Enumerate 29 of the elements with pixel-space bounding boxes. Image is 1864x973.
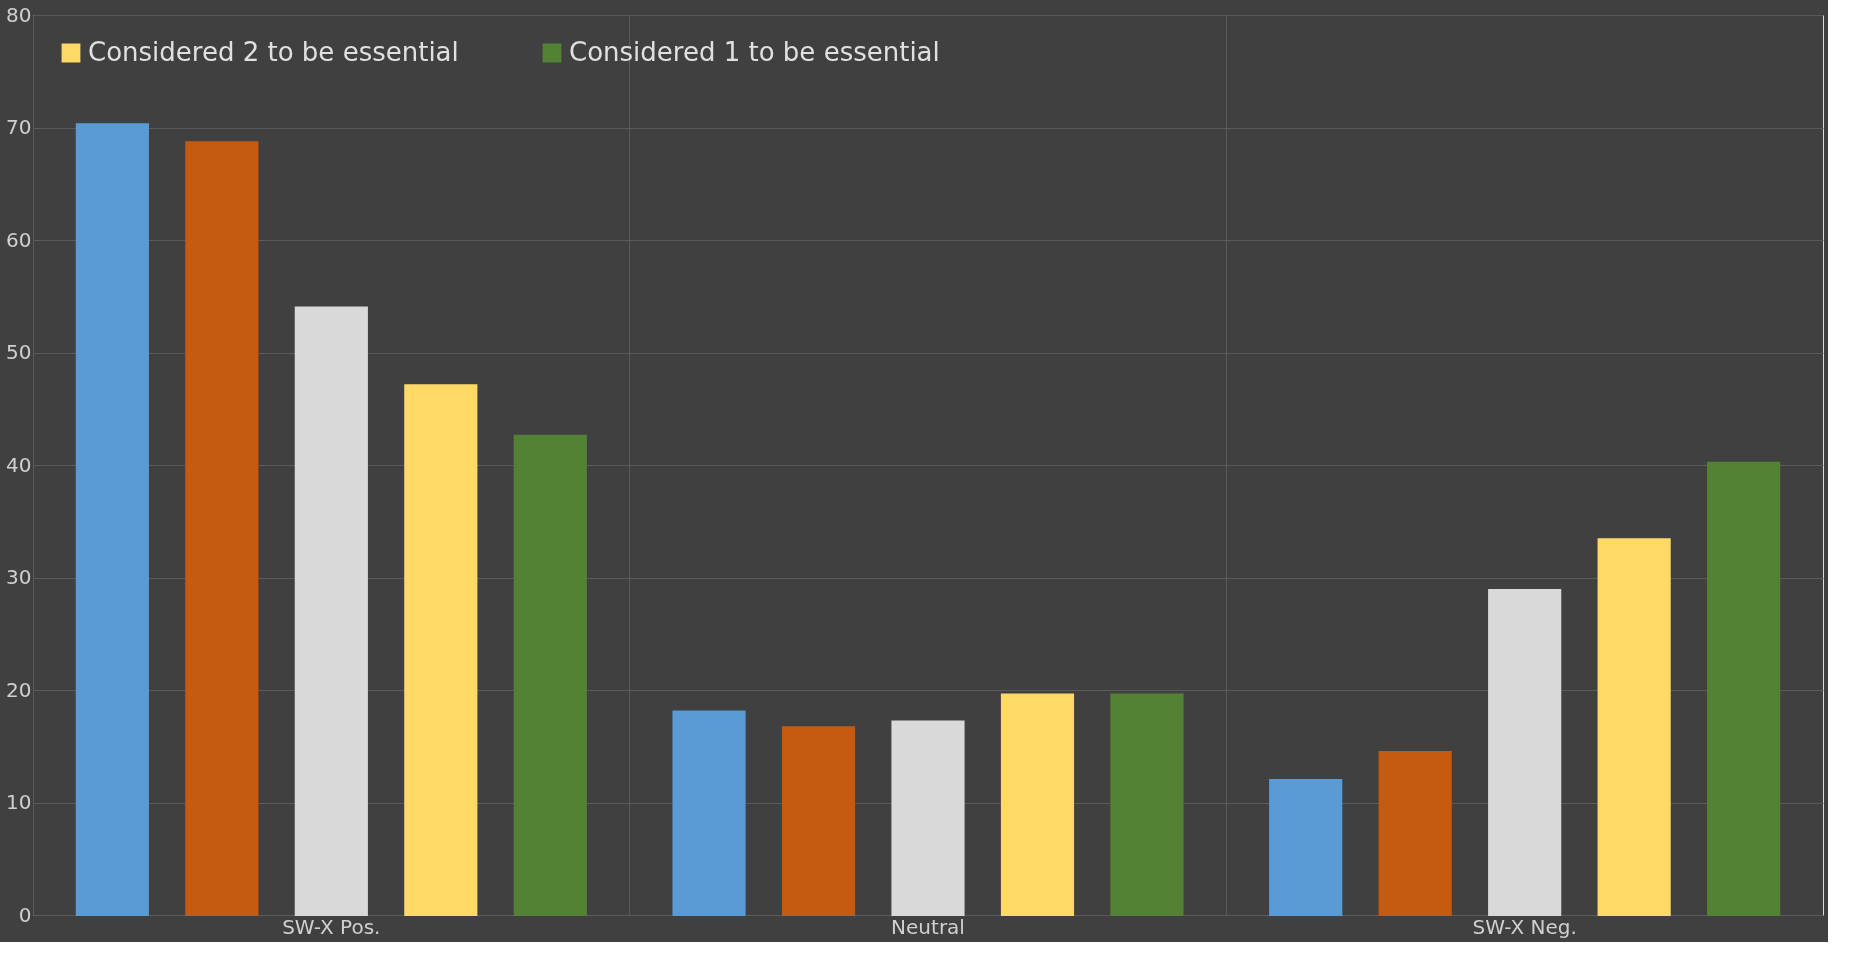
y-tick-label: 40 bbox=[6, 452, 32, 477]
bar bbox=[1488, 588, 1562, 916]
bar bbox=[294, 306, 368, 916]
bar bbox=[185, 141, 259, 916]
bar bbox=[781, 726, 856, 916]
bar bbox=[404, 384, 478, 916]
bar bbox=[513, 434, 587, 916]
y-tick-label: 70 bbox=[6, 115, 32, 139]
bar bbox=[1269, 779, 1343, 916]
x-tick-label: Neutral bbox=[891, 914, 965, 939]
y-tick-label: 80 bbox=[6, 2, 32, 27]
bar bbox=[1000, 693, 1075, 916]
y-tick-label: 30 bbox=[6, 565, 32, 589]
bar bbox=[1707, 461, 1781, 916]
legend-label: Considered 2 to be essential bbox=[88, 37, 459, 67]
legend-label: Considered 1 to be essential bbox=[569, 37, 940, 67]
bar bbox=[1110, 693, 1184, 916]
bar bbox=[891, 720, 965, 916]
x-tick-label: SW-X Neg. bbox=[1472, 914, 1577, 939]
y-tick-label: 60 bbox=[6, 227, 32, 252]
bar bbox=[1597, 538, 1671, 916]
y-tick-label: 0 bbox=[18, 902, 32, 927]
bar bbox=[1378, 750, 1452, 916]
y-tick-label: 10 bbox=[6, 790, 32, 814]
y-tick-label: 20 bbox=[6, 677, 32, 702]
bar bbox=[75, 123, 149, 916]
x-tick-label: SW-X Pos. bbox=[282, 914, 381, 939]
y-tick-label: 50 bbox=[6, 340, 32, 364]
bar bbox=[672, 710, 746, 916]
